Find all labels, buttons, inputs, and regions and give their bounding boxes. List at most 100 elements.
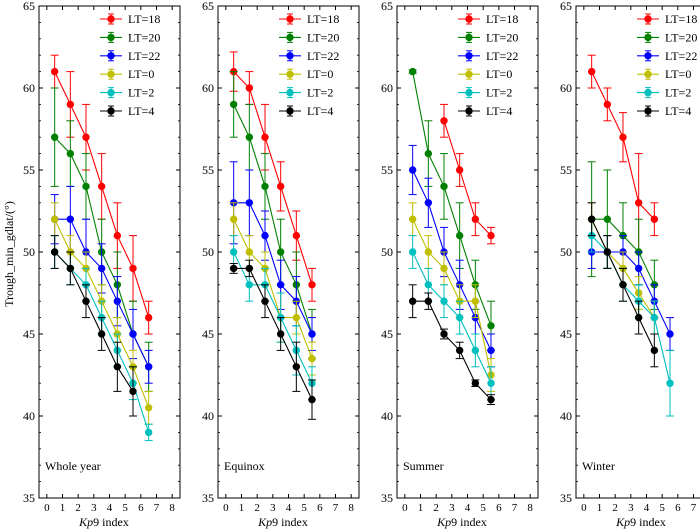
data-point [408,215,417,223]
data-point [82,297,90,305]
data-point [634,199,643,207]
y-tick-label: 55 [23,163,35,177]
series-line [412,251,492,384]
chart-panel-1: 0 1 2 3 4 5 6 7 835404550556065LT=18LT=20LT=22LT… [23,0,181,514]
series-lt-2 [408,235,495,401]
data-point [308,354,316,363]
data-point [144,428,153,437]
chart-panel-4: 01234567835404550556065LT=18LT=20LT=22LT… [560,0,700,514]
y-tick-label: 45 [381,327,393,341]
data-point [261,182,269,191]
y-tick-label: 50 [381,245,393,259]
data-point [276,281,285,289]
svg-text:Kp9 index: Kp9 index [78,515,129,529]
data-point [276,182,285,191]
y-tick-label: 40 [23,409,35,423]
x-tick-label: 3 [628,502,634,514]
legend-label: LT=4 [486,104,512,118]
data-point [229,248,238,256]
y-tick-label: 35 [381,491,393,505]
y-tick-label: 60 [23,81,35,95]
legend-label: LT=22 [665,49,697,63]
x-tick-label: 4 [286,502,292,514]
y-tick-label: 65 [381,0,393,13]
data-point [292,363,301,371]
series-line [54,251,134,392]
data-point [97,182,106,191]
series-lt-18 [229,51,316,302]
legend-label: LT=18 [307,12,339,26]
data-point [292,231,301,240]
data-point [308,330,316,338]
legend-label: LT=20 [128,30,160,44]
data-point [424,199,433,207]
data-point [66,100,75,109]
legend-marker [465,88,473,97]
legend-label: LT=18 [128,12,160,26]
data-point [50,248,59,256]
data-point [587,215,596,223]
y-tick-label: 65 [560,0,572,13]
x-tick-label: 0 [581,502,587,514]
data-point [308,395,316,404]
legend-label: LT=22 [486,49,518,63]
y-axis-label: Trough_min_gdlat/(°) [2,201,16,307]
svg-text:Kp9 index: Kp9 index [615,515,666,529]
data-point [261,231,269,240]
chart-panel-2: 0 1 2 3 4 5 6 7 835404550556065LT=18LT=20LT=22LT… [202,0,360,514]
x-tick-label: 6 [496,502,502,514]
series-lt-0 [408,202,495,392]
x-tick-label: 5 [301,502,307,514]
legend: LT=18 LT=20 LT=22 LT=0 LT=2 LT=4 [458,12,518,118]
data-point [634,313,643,322]
data-point [261,133,269,141]
legend-label: LT=0 [307,67,333,81]
panels: 0 1 2 3 4 5 6 7 835404550556065LT=18LT=20LT=22LT… [23,0,700,514]
series-lt-0 [229,202,316,376]
data-point [603,100,612,109]
y-tick-label: 60 [202,81,214,95]
legend-marker [644,88,652,97]
legend-marker [107,33,115,42]
legend-label: LT=2 [307,86,333,100]
data-point [424,248,433,256]
x-tick-label: 8 [348,502,354,514]
data-point [129,264,137,273]
x-tick-label: 7 [691,502,697,514]
x-tick-label: 6 [317,502,323,514]
plot-frame [217,5,360,499]
data-point [50,215,59,223]
data-point [245,281,254,289]
data-point [292,313,301,322]
data-point [276,330,285,338]
data-point [424,297,433,305]
data-point [634,264,643,273]
data-point [471,346,480,355]
y-tick-label: 55 [202,163,214,177]
plot-frame [38,5,181,499]
data-point [471,297,480,305]
x-tick-label: 5 [480,502,486,514]
legend-label: LT=22 [307,49,339,63]
series-lt-4 [408,284,495,406]
series-line [412,300,492,400]
data-point [82,133,90,141]
y-tick-label: 35 [202,491,214,505]
data-point [97,330,106,338]
x-tick-label: 7 [333,502,339,514]
data-point [587,67,596,76]
y-tick-label: 55 [560,163,572,177]
legend-marker [107,52,115,60]
series-lt-4 [229,259,316,420]
data-point [82,182,90,191]
legend-label: LT=2 [665,86,691,100]
data-point [50,133,59,141]
x-tick-label: 6 [675,502,681,514]
series-lt-4 [50,235,137,417]
x-tick-label: 1 [597,502,603,514]
legend-marker [107,107,115,115]
data-point [308,281,316,289]
data-point [487,379,495,387]
legend-marker [644,107,652,115]
x-tick-label: 2 [254,502,260,514]
